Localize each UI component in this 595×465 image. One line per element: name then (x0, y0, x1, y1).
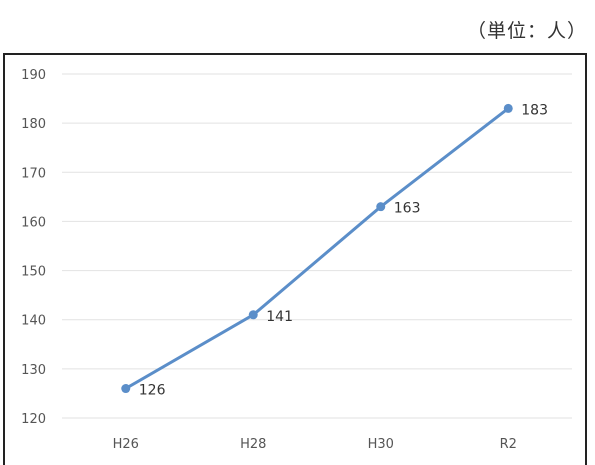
x-axis-ticks: H26 H28 H30 R2 (113, 437, 517, 452)
series-line (124, 107, 510, 390)
y-tick-label: 120 (21, 412, 46, 427)
data-point (376, 202, 386, 212)
data-point (503, 103, 513, 113)
data-labels: 126 141 163 183 (139, 102, 548, 398)
grid-lines (62, 73, 572, 419)
x-tick-label: H30 (368, 437, 394, 452)
y-tick-label: 150 (21, 265, 46, 280)
data-point (248, 310, 258, 320)
y-tick-label: 160 (21, 215, 46, 230)
unit-label: （単位：人） (466, 20, 587, 42)
x-tick-label: H28 (240, 437, 266, 452)
y-tick-label: 190 (21, 68, 46, 83)
data-label: 183 (521, 102, 548, 118)
y-axis-ticks: 120 130 140 150 160 170 180 190 (21, 68, 46, 427)
y-tick-label: 170 (21, 166, 46, 181)
data-label: 163 (394, 201, 421, 217)
y-tick-label: 130 (21, 363, 46, 378)
series-layer (121, 103, 513, 394)
data-label: 141 (266, 309, 293, 325)
data-point (121, 384, 131, 394)
y-tick-label: 180 (21, 117, 46, 132)
chart-frame (3, 53, 587, 465)
x-tick-label: H26 (113, 437, 139, 452)
x-tick-label: R2 (500, 437, 517, 452)
y-tick-label: 140 (21, 314, 46, 329)
data-label: 126 (139, 383, 166, 399)
